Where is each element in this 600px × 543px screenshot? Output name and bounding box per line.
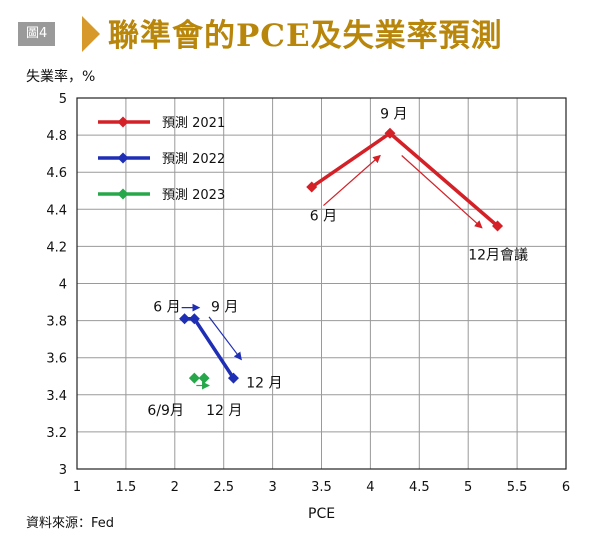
- x-axis-label: PCE: [308, 506, 336, 522]
- y-tick-label: 4: [59, 278, 67, 293]
- y-tick-label: 3.2: [46, 426, 67, 441]
- point-annotation: 12 月: [206, 403, 242, 419]
- data-point: [198, 372, 210, 384]
- data-point: [306, 181, 318, 193]
- legend-marker: [117, 116, 129, 128]
- series-line: [184, 316, 235, 380]
- trend-arrow: [323, 154, 381, 207]
- legend-entry: 預測 2022: [162, 152, 225, 167]
- point-annotation: 9 月: [380, 106, 407, 122]
- data-point: [384, 127, 396, 139]
- plot-frame: [76, 97, 567, 470]
- x-tick-label: 2.5: [213, 480, 234, 495]
- point-annotation: 12月會議: [468, 246, 528, 263]
- page-title: 聯準會的PCE及失業率預測: [108, 18, 503, 54]
- data-point: [188, 372, 200, 384]
- x-tick-label: 1.5: [116, 480, 137, 495]
- point-annotation: 12 月: [246, 375, 282, 391]
- x-tick-label: 5: [464, 480, 472, 495]
- x-tick-label: 3: [268, 480, 276, 495]
- legend-marker: [117, 152, 129, 164]
- y-tick-label: 3: [59, 463, 67, 478]
- legend-entry: 預測 2023: [162, 188, 225, 203]
- data-point: [227, 372, 239, 384]
- x-tick-label: 5.5: [507, 480, 528, 495]
- data-point: [188, 313, 200, 325]
- point-annotation: 6/9月: [147, 403, 184, 419]
- y-tick-label: 4.2: [46, 240, 67, 255]
- y-tick-label: 3.8: [46, 315, 67, 330]
- data-point: [492, 220, 504, 232]
- trend-arrow: [208, 316, 242, 361]
- x-tick-label: 6: [562, 480, 570, 495]
- data-point: [179, 313, 191, 325]
- y-tick-label: 3.6: [46, 352, 67, 367]
- point-annotation: 6 月: [153, 299, 180, 315]
- y-tick-label: 3.4: [46, 389, 67, 404]
- y-tick-label: 4.6: [46, 166, 67, 181]
- figure-badge: 圖4: [18, 22, 56, 46]
- y-tick-label: 5: [59, 92, 67, 107]
- x-tick-label: 3.5: [311, 480, 332, 495]
- legend-entry: 預測 2021: [162, 116, 225, 131]
- badge-arrow-icon: [82, 16, 100, 52]
- y-tick-label: 4.8: [46, 129, 67, 144]
- point-annotation: 9 月: [211, 299, 238, 315]
- y-tick-label: 4.4: [46, 203, 67, 218]
- x-tick-label: 4: [366, 480, 374, 495]
- y-axis-label: 失業率，%: [26, 69, 96, 85]
- x-tick-label: 1: [73, 480, 81, 495]
- source-note: 資料來源：Fed: [26, 516, 115, 531]
- series-line: [310, 131, 499, 228]
- x-tick-label: 2: [171, 480, 179, 495]
- legend-marker: [117, 188, 129, 200]
- trend-arrow: [401, 155, 483, 229]
- point-annotation: 6 月: [310, 208, 337, 224]
- x-tick-label: 4.5: [409, 480, 430, 495]
